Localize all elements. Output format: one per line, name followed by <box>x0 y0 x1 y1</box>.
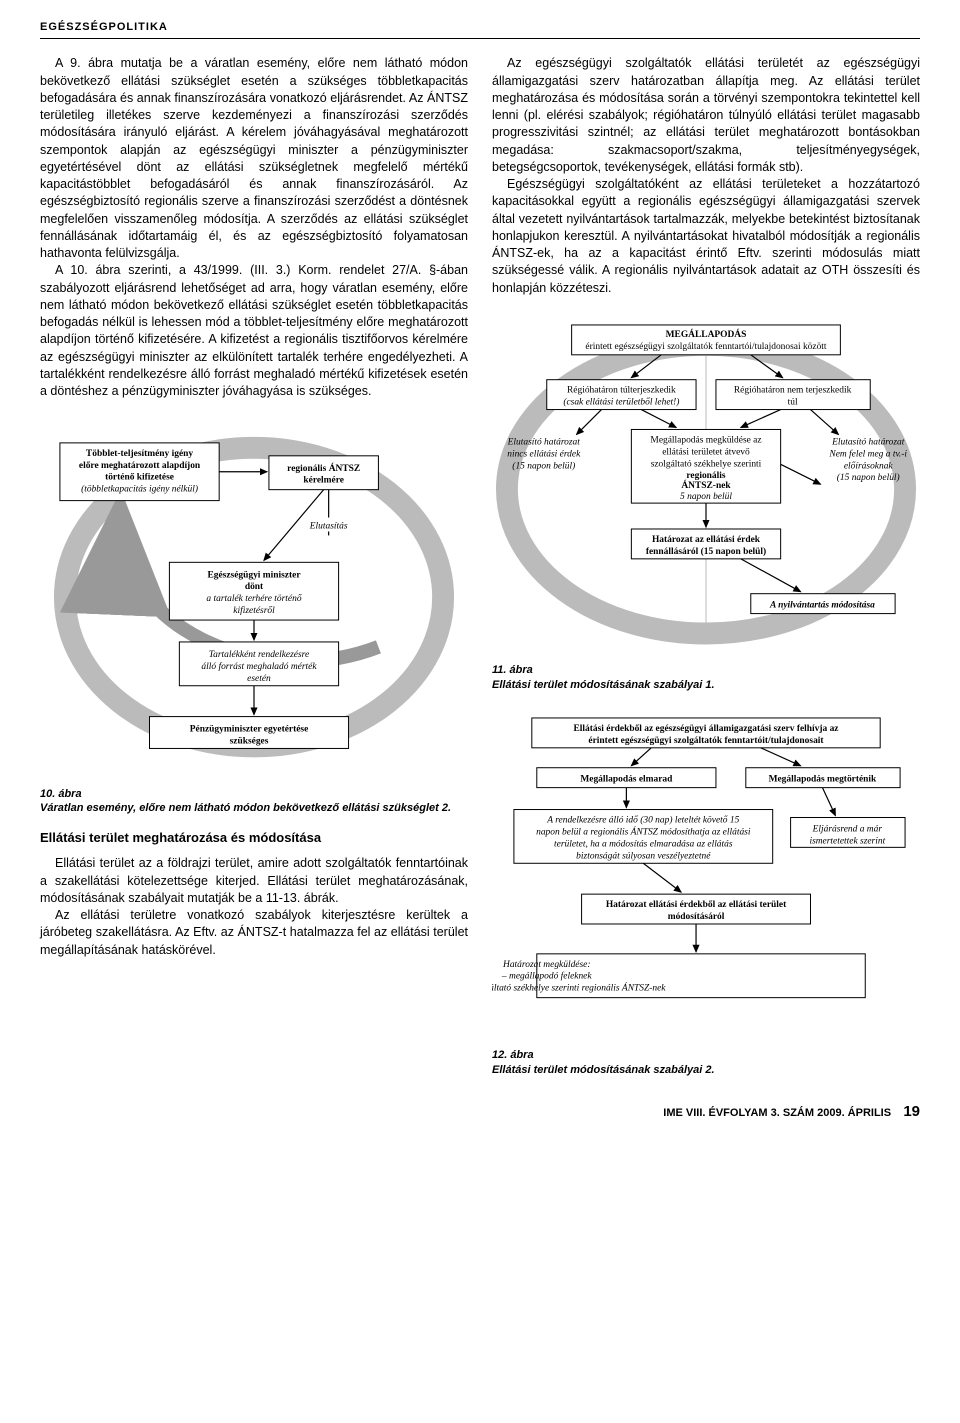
fig12-b4-l4: biztonságát súlyosan veszélyeztetné <box>576 851 711 861</box>
right-column-text: Az egészségügyi szolgáltatók ellátási te… <box>492 55 920 297</box>
fig10-b4-l1: Tartalékként rendelkezésre <box>209 650 309 660</box>
caption-text: Ellátási terület módosításának szabályai… <box>492 1064 715 1076</box>
fig11-b1-l1: MEGÁLLAPODÁS <box>666 328 747 340</box>
fig12-b1-l2: érintett egészségügyi szolgáltatók fennt… <box>588 736 824 746</box>
journal-info: IME VIII. ÉVFOLYAM 3. SZÁM 2009. ÁPRILIS <box>663 1107 891 1119</box>
fig12-b4-l3: területet, ha a módosítás elmaradása az … <box>554 839 733 849</box>
fig12-b7-l2: – megállapodó feleknek <box>501 971 592 982</box>
section-title: Ellátási terület meghatározása és módosí… <box>40 829 468 847</box>
figure-10-caption: 10. ábra Váratlan esemény, előre nem lát… <box>40 787 468 816</box>
paragraph: Az egészségügyi szolgáltatók ellátási te… <box>492 55 920 176</box>
figure-11-caption: 11. ábra Ellátási terület módosításának … <box>492 663 920 692</box>
fig11-b6-l1: Elutasító határozat <box>831 437 905 447</box>
caption-text: Váratlan esemény, előre nem látható módo… <box>40 802 451 814</box>
paragraph: A 9. ábra mutatja be a váratlan esemény,… <box>40 55 468 262</box>
fig12-b6-l2: módosításáról <box>668 912 725 922</box>
fig10-reject-label: Elutasítás <box>309 522 348 532</box>
fig11-b5-l2: ellátási területet átvevő <box>662 447 750 457</box>
fig11-b1-l2: érintett egészségügyi szolgáltatók fennt… <box>585 341 826 352</box>
fig11-b5-l3: szolgáltató székhelye szerinti <box>651 459 762 469</box>
paragraph: Egészségügyi szolgáltatóként az ellátási… <box>492 176 920 297</box>
fig11-b2-l2: (csak ellátási területből lehet!) <box>563 396 679 407</box>
caption-label: 11. ábra <box>492 664 533 676</box>
fig10-b4-l3: esetén <box>247 674 271 684</box>
fig12-b3: Megállapodás megtörténik <box>769 775 877 785</box>
fig10-b5-l2: szükséges <box>230 737 269 747</box>
fig12-b1-l1: Ellátási érdekből az egészségügyi állami… <box>574 724 839 734</box>
fig12-b7-l1: Határozat megküldése: <box>502 960 590 970</box>
fig11-b7-l2: fennállásáról (15 napon belül) <box>646 546 766 557</box>
fig12-b5-l1: Eljárásrend a már <box>812 824 883 834</box>
paragraph: A 10. ábra szerinti, a 43/1999. (III. 3.… <box>40 262 468 400</box>
fig11-b4-l3: (15 napon belül) <box>512 460 575 471</box>
caption-text: Ellátási terület módosításának szabályai… <box>492 679 715 691</box>
fig10-b1-l1: Többlet-teljesítmény igény <box>86 449 193 459</box>
fig10-b3-l2: dönt <box>245 583 264 593</box>
fig12-b5-l2: ismertetettek szerint <box>809 836 885 846</box>
caption-label: 10. ábra <box>40 788 82 800</box>
fig12-b6-l1: Határozat ellátási érdekből az ellátási … <box>606 900 787 910</box>
paragraph: Az ellátási területre vonatkozó szabályo… <box>40 907 468 959</box>
fig11-b3-l1: Régióhatáron nem terjeszkedik <box>734 386 852 396</box>
fig11-b5-l6: 5 napon belül <box>680 492 732 502</box>
fig10-b3-l3: a tartalék terhére történő <box>206 594 302 605</box>
fig10-b1-l2: előre meghatározott alapdíjon <box>79 461 201 471</box>
fig10-b3-l1: Egészségügyi miniszter <box>207 571 300 581</box>
fig12-b4-l2: napon belül a regionális ÁNTSZ módosítha… <box>536 825 751 837</box>
fig10-b1-l3: történő kifizetése <box>105 473 174 483</box>
fig11-b2-l1: Régióhatáron túlterjeszkedik <box>567 386 676 396</box>
figure-12: Ellátási érdekből az egészségügyi állami… <box>492 710 920 1038</box>
figure-11: MEGÁLLAPODÁS érintett egészségügyi szolg… <box>492 315 920 653</box>
fig10-b2-l1: regionális ÁNTSZ <box>287 462 360 474</box>
fig10-b1-l4: (többletkapacitás igény nélkül) <box>81 484 198 495</box>
left-column-text: A 9. ábra mutatja be a váratlan esemény,… <box>40 55 468 400</box>
fig10-b2-l2: kérelmére <box>303 476 344 486</box>
section-header: EGÉSZSÉGPOLITIKA <box>40 20 920 38</box>
fig11-b4-l2: nincs ellátási érdek <box>507 449 581 459</box>
fig12-b7-l3: – az átadó szolgáltató székhelye szerint… <box>492 982 666 994</box>
fig11-b6-l2: Nem felel meg a tv.-i <box>828 448 907 459</box>
fig10-b5-l1: Pénzügyminiszter egyetértése <box>190 725 309 735</box>
fig11-b8: A nyilvántartás módosítása <box>769 601 875 611</box>
fig12-b4-l1: A rendelkezésre álló idő (30 nap) letelt… <box>546 814 739 825</box>
fig10-b4-l2: álló forrást meghaladó mérték <box>201 661 317 672</box>
left-column-text-2: Ellátási terület az a földrajzi terület,… <box>40 855 468 959</box>
fig11-b7-l1: Határozat az ellátási érdek <box>652 535 761 545</box>
page-number: 19 <box>903 1103 920 1120</box>
figure-12-caption: 12. ábra Ellátási terület módosításának … <box>492 1048 920 1077</box>
fig11-b5-l1: Megállapodás megküldése az <box>650 435 761 445</box>
page-footer: IME VIII. ÉVFOLYAM 3. SZÁM 2009. ÁPRILIS… <box>40 1101 920 1122</box>
fig11-b6-l3: előírásoknak <box>844 460 894 471</box>
fig11-b3-l2: túl <box>788 397 798 407</box>
fig11-b5-l5: ÁNTSZ-nek <box>681 479 731 491</box>
fig11-b4-l1: Elutasító határozat <box>507 437 581 447</box>
fig12-b2: Megállapodás elmarad <box>580 775 673 785</box>
caption-label: 12. ábra <box>492 1049 534 1061</box>
fig11-b6-l4: (15 napon belül) <box>837 472 900 483</box>
fig11-b5-l4: regionális <box>686 471 725 481</box>
paragraph: Ellátási terület az a földrajzi terület,… <box>40 855 468 907</box>
fig10-b3-l4: kifizetésről <box>233 605 275 616</box>
figure-10: Többlet-teljesítmény igény előre meghatá… <box>40 418 468 776</box>
